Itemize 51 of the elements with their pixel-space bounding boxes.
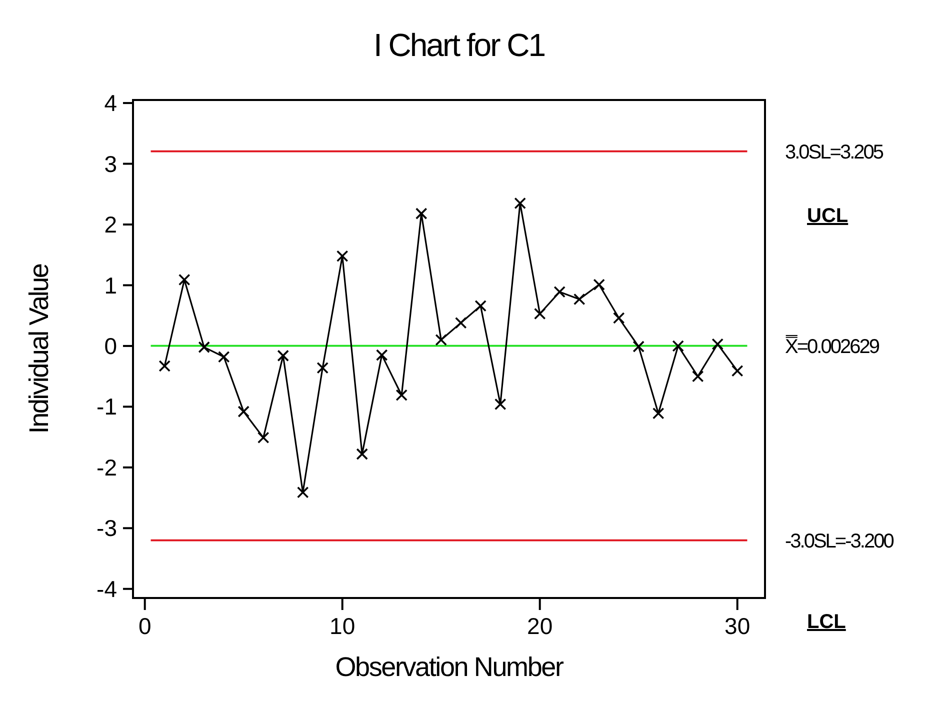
- y-tick-label: 1: [104, 272, 117, 298]
- ref-line-label: 3.0SL=3.205: [785, 141, 884, 164]
- point: [178, 274, 190, 286]
- ref-line-label: -3.0SL=-3.200: [785, 530, 894, 552]
- y-tick-label: -4: [96, 576, 118, 602]
- chart-title: I Chart for C1: [373, 27, 546, 63]
- point: [514, 197, 526, 210]
- point: [593, 278, 605, 291]
- point: [534, 308, 546, 320]
- point: [652, 407, 664, 420]
- y-tick-label: 4: [104, 90, 118, 116]
- point: [573, 293, 586, 306]
- point: [257, 432, 270, 444]
- y-axis-title: Individual Value: [24, 264, 54, 434]
- y-tick-label: -2: [96, 454, 117, 480]
- point: [158, 360, 170, 372]
- ref-line-label: X̿=0.002629: [785, 334, 880, 358]
- x-tick-label: 0: [138, 613, 152, 639]
- text: UCL: [807, 205, 848, 228]
- x-tick-label: 10: [330, 613, 356, 639]
- point: [396, 389, 408, 402]
- point: [612, 312, 625, 324]
- x-axis-title: Observation Number: [335, 652, 564, 682]
- text: LCL: [807, 611, 846, 633]
- point: [731, 364, 744, 377]
- point: [672, 340, 684, 352]
- y-tick-label: 3: [104, 150, 117, 177]
- x-tick-label: 20: [527, 613, 553, 639]
- point: [238, 406, 250, 418]
- point: [218, 350, 230, 363]
- point: [296, 486, 309, 498]
- point: [415, 208, 428, 220]
- point: [692, 370, 704, 382]
- point: [277, 350, 289, 362]
- point: [454, 316, 467, 329]
- y-tick-label: -1: [96, 394, 117, 420]
- point: [712, 338, 724, 350]
- point: [435, 334, 447, 346]
- y-tick-label: 0: [104, 333, 117, 360]
- x-tick-label: 30: [724, 613, 750, 639]
- point: [336, 250, 348, 262]
- point: [198, 341, 210, 354]
- point: [376, 349, 388, 361]
- point: [632, 340, 644, 352]
- y-tick-label: 2: [104, 212, 117, 238]
- point: [554, 286, 566, 298]
- point: [474, 300, 486, 312]
- point: [316, 362, 328, 374]
- point: [494, 398, 506, 410]
- point: [356, 448, 368, 460]
- y-tick-label: -3: [96, 515, 117, 542]
